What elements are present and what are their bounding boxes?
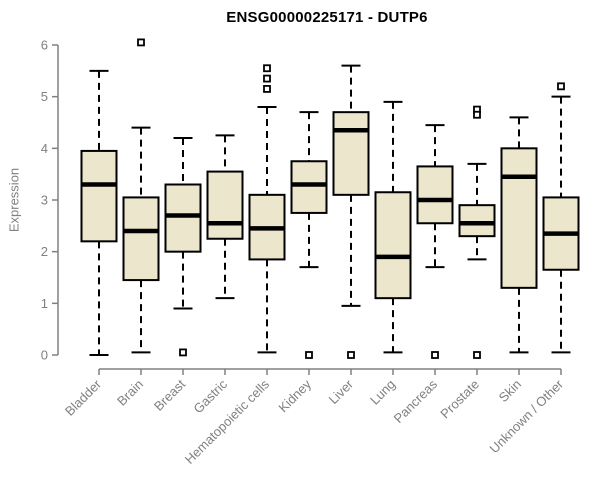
y-tick-label: 3 [41,193,48,208]
y-tick-label: 6 [41,38,48,53]
outlier-point [263,85,271,93]
chart-title: ENSG00000225171 - DUTP6 [226,9,428,26]
x-category-label-kidney: Kidney [275,376,314,415]
outlier-point [305,351,313,359]
box-unknown-other [542,82,580,354]
outlier-point [263,64,271,73]
iqr-box [332,111,370,196]
x-category-label-breast: Breast [151,376,188,413]
box-gastric [206,134,244,300]
iqr-box [206,170,244,240]
y-tick-label: 5 [41,89,48,104]
y-axis: 0 1 2 3 4 5 6 [41,38,59,363]
x-category-label-skin: Skin [496,377,524,405]
iqr-box [500,147,538,289]
outlier-point [347,351,355,359]
box-breast [164,137,202,357]
outlier-point [179,348,187,357]
outlier-point [263,74,271,83]
y-tick-label: 4 [41,141,48,156]
outlier-point [137,38,145,47]
outlier-point [431,351,439,359]
outlier-point [473,351,481,359]
box-kidney [290,111,328,359]
iqr-box [416,165,454,225]
x-category-label-gastric: Gastric [190,376,230,416]
y-tick-label: 2 [41,244,48,259]
x-category-label-lung: Lung [367,377,398,408]
y-tick-label: 1 [41,296,48,311]
iqr-box [122,196,160,282]
y-tick-label: 0 [41,348,48,363]
box-bladder [80,69,118,356]
y-axis-label: Expression [6,167,22,233]
x-category-label-liver: Liver [326,376,357,407]
iqr-box [290,160,328,214]
outlier-point [473,110,481,119]
box-lung [374,100,412,354]
iqr-box [164,183,202,253]
x-category-label-pancreas: Pancreas [391,376,441,426]
x-category-label-brain: Brain [114,377,146,409]
box-brain [122,38,160,354]
x-category-label-unknown-other: Unknown / Other [487,376,567,456]
box-prostate [458,105,496,359]
iqr-box [458,204,496,238]
box-hematopoietic-cells [248,64,286,354]
x-category-label-bladder: Bladder [62,376,105,419]
x-category-label-prostate: Prostate [437,377,482,422]
iqr-box [374,191,412,300]
outlier-point [557,82,565,91]
iqr-box [80,149,118,243]
box-liver [332,64,370,359]
box-pancreas [416,124,454,359]
box-skin [500,116,538,354]
